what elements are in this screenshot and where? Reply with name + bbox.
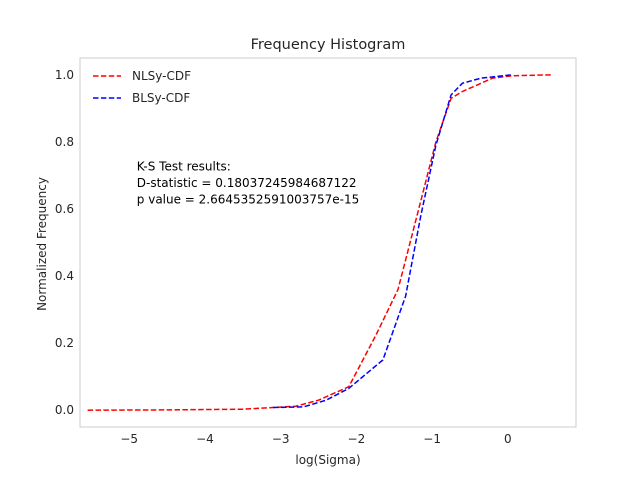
x-tick-label: −1 <box>423 432 441 446</box>
series-lines <box>87 74 554 411</box>
annotation-line: p value = 2.6645352591003757e-15 <box>137 192 359 206</box>
legend-entry: NLSy-CDF <box>132 69 191 83</box>
y-axis-label: Normalized Frequency <box>35 177 49 311</box>
x-axis-ticks: −5 −4 −3 −2 −1 0 <box>120 432 511 446</box>
legend: NLSy-CDF BLSy-CDF <box>93 69 191 105</box>
plot-area <box>79 57 577 428</box>
x-tick-label: 0 <box>504 432 512 446</box>
series-line-blsy-cdf <box>273 74 512 409</box>
legend-entry: BLSy-CDF <box>132 91 190 105</box>
y-tick-label: 1.0 <box>55 68 74 82</box>
x-tick-label: −3 <box>272 432 290 446</box>
y-axis-ticks: 0.0 0.2 0.4 0.6 0.8 1.0 <box>55 68 74 417</box>
ks-test-annotation: K-S Test results: D-statistic = 0.1803724… <box>137 159 359 206</box>
y-tick-label: 0.6 <box>55 202 74 216</box>
x-tick-label: −2 <box>348 432 366 446</box>
y-tick-label: 0.8 <box>55 135 74 149</box>
x-tick-label: −5 <box>120 432 138 446</box>
x-axis-label: log(Sigma) <box>295 453 360 467</box>
series-line-nlsy-cdf <box>87 74 554 411</box>
y-tick-label: 0.2 <box>55 336 74 350</box>
x-tick-label: −4 <box>196 432 214 446</box>
chart-title: Frequency Histogram <box>251 37 406 53</box>
annotation-line: D-statistic = 0.18037245984687122 <box>137 176 357 190</box>
annotation-line: K-S Test results: <box>137 159 231 173</box>
y-tick-label: 0.0 <box>55 403 74 417</box>
y-tick-label: 0.4 <box>55 269 74 283</box>
